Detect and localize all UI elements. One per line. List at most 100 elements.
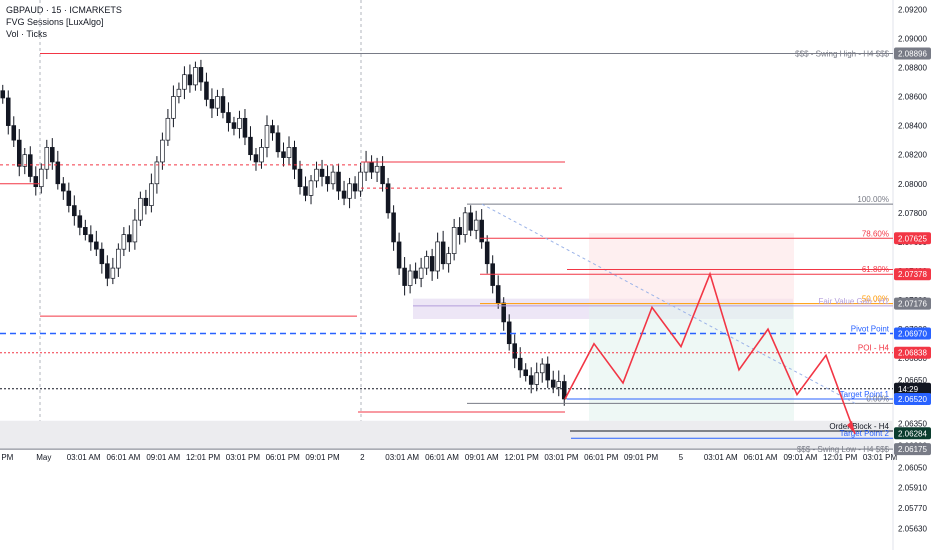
candle xyxy=(523,363,528,382)
candle-body xyxy=(391,212,396,243)
price-tag xyxy=(894,443,931,456)
candle-body xyxy=(259,147,264,163)
chart-zones xyxy=(0,233,893,450)
candle xyxy=(336,163,341,200)
candle xyxy=(39,163,44,194)
candle-body xyxy=(33,176,39,188)
candle xyxy=(341,180,347,206)
candle-body xyxy=(341,190,347,199)
level-label: Target Point 2 xyxy=(840,429,890,438)
price-tick-label: 2.08400 xyxy=(898,122,927,131)
candle-body xyxy=(325,176,330,185)
level-label: $$$ - Swing Low - H4 $$$ xyxy=(797,445,890,454)
price-tag xyxy=(894,427,931,440)
price-tick-label: 2.06350 xyxy=(898,420,927,429)
price-tick-label: 2.08200 xyxy=(898,151,927,160)
candle-body xyxy=(105,263,110,279)
candle xyxy=(275,125,281,158)
candle xyxy=(556,370,562,397)
time-axis[interactable]: 1 PM May 03:01 AM 06:01 AM 09:01 AM 12:01 PM 0… xyxy=(0,453,897,462)
time-tick-label: 03:01 PM xyxy=(863,453,898,462)
candle-body xyxy=(369,161,374,173)
candle-body xyxy=(297,168,303,188)
candle xyxy=(204,72,209,107)
candle xyxy=(264,115,270,158)
candle xyxy=(0,84,6,104)
candle xyxy=(160,132,165,170)
candle xyxy=(451,218,457,261)
candle xyxy=(479,209,484,249)
indicator-fvg-sessions[interactable]: FVG Sessions [LuxAlgo] xyxy=(6,17,104,27)
candle-body xyxy=(154,161,160,185)
candle-body xyxy=(138,197,143,221)
time-tick-label: 09:01 AM xyxy=(465,453,499,462)
candle-body xyxy=(292,147,297,170)
candle-body xyxy=(72,205,77,217)
candle xyxy=(473,210,479,240)
candle-body xyxy=(209,99,215,109)
candle xyxy=(248,126,253,161)
price-tick-label: 2.09000 xyxy=(898,34,927,43)
candlestick-series xyxy=(0,59,567,406)
candle-body xyxy=(127,234,132,243)
price-tag-label: 2.07625 xyxy=(898,234,927,243)
candle xyxy=(88,225,94,251)
projection-path xyxy=(564,271,856,435)
candle-body xyxy=(446,253,451,265)
candle xyxy=(435,232,440,279)
candle-body xyxy=(468,212,473,231)
candle xyxy=(292,140,297,180)
price-tag-label: 2.06520 xyxy=(898,395,927,404)
candle xyxy=(83,219,88,241)
candle-body xyxy=(363,161,369,173)
projection-zigzag xyxy=(564,271,856,435)
horizontal-levels: $$$ - Swing High - H4 $$$100.00%78.60%61… xyxy=(0,49,893,454)
time-tick-label: 06:01 AM xyxy=(744,453,778,462)
candle xyxy=(61,177,66,200)
candle-body xyxy=(358,171,363,192)
candle xyxy=(198,59,204,91)
candle xyxy=(407,264,413,294)
candle-body xyxy=(94,241,99,250)
candle xyxy=(176,82,182,104)
price-tag-label: 2.08896 xyxy=(898,49,927,58)
candle-body xyxy=(253,154,259,163)
candle xyxy=(44,139,50,180)
time-tick-label: 03:01 AM xyxy=(704,453,738,462)
candle xyxy=(286,136,292,165)
price-tag xyxy=(894,232,931,245)
time-tick-label: 09:01 AM xyxy=(783,453,817,462)
candle-body xyxy=(352,183,358,192)
candle xyxy=(391,205,396,251)
candle-body xyxy=(77,215,83,228)
candle-body xyxy=(264,125,270,148)
price-tag-label: 2.06284 xyxy=(898,429,927,438)
candle-body xyxy=(512,343,517,359)
candle xyxy=(231,116,237,136)
candle xyxy=(94,230,99,257)
stop-zone xyxy=(589,233,794,303)
symbol-title[interactable]: GBPAUD · 15 · ICMARKETS xyxy=(6,5,122,15)
level-label: 100.00% xyxy=(857,195,889,204)
candle-body xyxy=(248,136,253,156)
candle-body xyxy=(424,256,429,269)
time-tick-label: 03:01 AM xyxy=(385,453,419,462)
time-tick-label: 03:01 PM xyxy=(226,453,261,462)
level-label: $$$ - Swing High - H4 $$$ xyxy=(795,49,889,58)
time-tick-label: 09:01 PM xyxy=(624,453,659,462)
price-tick-label: 2.05910 xyxy=(898,484,927,493)
time-tick-label: 06:01 PM xyxy=(266,453,301,462)
indicator-volume[interactable]: Vol · Ticks xyxy=(6,29,48,39)
candle xyxy=(105,255,110,287)
candle-body xyxy=(402,267,407,286)
candle xyxy=(369,155,374,179)
candle-body xyxy=(182,74,187,90)
candle-body xyxy=(550,379,556,388)
level-label: Fair Value Gab - H1 xyxy=(818,297,889,306)
price-tag xyxy=(894,297,931,310)
candle-body xyxy=(517,357,523,371)
candle-body xyxy=(495,285,501,304)
candle-body xyxy=(429,256,435,272)
candle-body xyxy=(116,248,121,269)
